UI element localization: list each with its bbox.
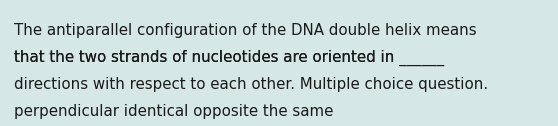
- Text: directions with respect to each other. Multiple choice question.: directions with respect to each other. M…: [14, 77, 488, 92]
- Text: that the two strands of nucleotides are oriented in ______: that the two strands of nucleotides are …: [0, 125, 1, 126]
- Text: that the two strands of nucleotides are oriented in ______: that the two strands of nucleotides are …: [14, 50, 444, 66]
- Text: that the two strands of nucleotides are oriented in: that the two strands of nucleotides are …: [0, 125, 1, 126]
- Text: that the two strands of nucleotides are oriented in: that the two strands of nucleotides are …: [14, 50, 399, 65]
- Text: The antiparallel configuration of the DNA double helix means: The antiparallel configuration of the DN…: [14, 23, 477, 38]
- Text: perpendicular identical opposite the same: perpendicular identical opposite the sam…: [14, 104, 333, 119]
